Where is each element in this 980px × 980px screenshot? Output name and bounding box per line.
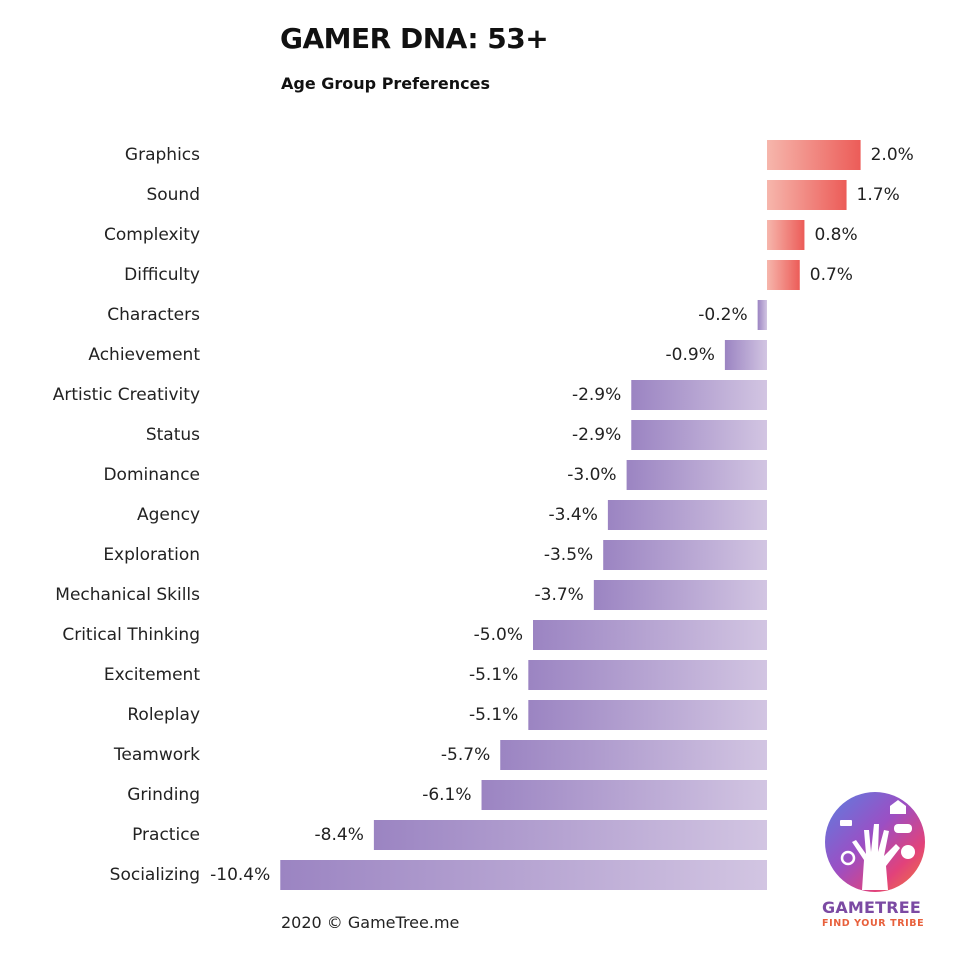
- bar-grinding: [481, 780, 767, 810]
- value-label: -5.7%: [441, 745, 490, 765]
- value-label: -5.1%: [469, 705, 518, 725]
- category-label: Artistic Creativity: [53, 385, 200, 405]
- value-label: -3.5%: [544, 545, 593, 565]
- bar-graphics: [767, 140, 861, 170]
- bar-roleplay: [528, 700, 767, 730]
- value-label: -0.9%: [666, 345, 715, 365]
- bar-agency: [607, 500, 767, 530]
- bar-achievement: [724, 340, 767, 370]
- category-label: Roleplay: [127, 705, 200, 725]
- brand-name: GAMETREE: [822, 898, 922, 917]
- category-label: Grinding: [127, 785, 200, 805]
- category-label: Graphics: [125, 145, 200, 165]
- chart-title: GAMER DNA: 53+: [280, 22, 549, 55]
- category-label: Exploration: [103, 545, 200, 565]
- category-label: Practice: [132, 825, 200, 845]
- bar-exploration: [603, 540, 767, 570]
- bar-excitement: [528, 660, 767, 690]
- category-label: Dominance: [103, 465, 200, 485]
- category-label: Characters: [107, 305, 200, 325]
- bar-practice: [373, 820, 767, 850]
- value-label: 0.7%: [810, 265, 853, 285]
- bar-dominance: [626, 460, 767, 490]
- gametree-tree-hand-icon: [825, 792, 925, 892]
- bars-group: Graphics 2.0% Sound 1.7% Complexity 0.8% Diffi…: [53, 140, 914, 890]
- category-label: Complexity: [104, 225, 200, 245]
- value-label: -3.0%: [567, 465, 616, 485]
- value-label: -2.9%: [572, 425, 621, 445]
- value-label: -5.1%: [469, 665, 518, 685]
- value-label: 0.8%: [814, 225, 857, 245]
- bar-status: [631, 420, 767, 450]
- bar-artistic-creativity: [631, 380, 767, 410]
- bar-characters: [757, 300, 767, 330]
- category-label: Difficulty: [124, 265, 200, 285]
- category-label: Status: [146, 425, 200, 445]
- category-label: Critical Thinking: [62, 625, 200, 645]
- category-label: Mechanical Skills: [55, 585, 200, 605]
- value-label: -5.0%: [474, 625, 523, 645]
- copyright-footer: 2020 © GameTree.me: [281, 913, 460, 932]
- value-label: 1.7%: [857, 185, 900, 205]
- value-label: -3.4%: [549, 505, 598, 525]
- value-label: -0.2%: [698, 305, 747, 325]
- value-label: -8.4%: [315, 825, 364, 845]
- bar-complexity: [767, 220, 805, 250]
- bar-mechanical-skills: [593, 580, 767, 610]
- category-label: Agency: [137, 505, 200, 525]
- bar-sound: [767, 180, 847, 210]
- category-label: Excitement: [104, 665, 200, 685]
- value-label: -3.7%: [535, 585, 584, 605]
- value-label: -6.1%: [422, 785, 471, 805]
- value-label: 2.0%: [871, 145, 914, 165]
- bar-critical-thinking: [533, 620, 767, 650]
- category-label: Teamwork: [113, 745, 200, 765]
- brand-tagline: FIND YOUR TRIBE: [822, 918, 925, 929]
- chart-subtitle: Age Group Preferences: [281, 74, 490, 93]
- bar-difficulty: [767, 260, 800, 290]
- category-label: Socializing: [110, 865, 200, 885]
- value-label: -2.9%: [572, 385, 621, 405]
- bar-teamwork: [500, 740, 767, 770]
- category-label: Sound: [146, 185, 200, 205]
- category-label: Achievement: [88, 345, 200, 365]
- value-label: -10.4%: [210, 865, 270, 885]
- bar-socializing: [280, 860, 767, 890]
